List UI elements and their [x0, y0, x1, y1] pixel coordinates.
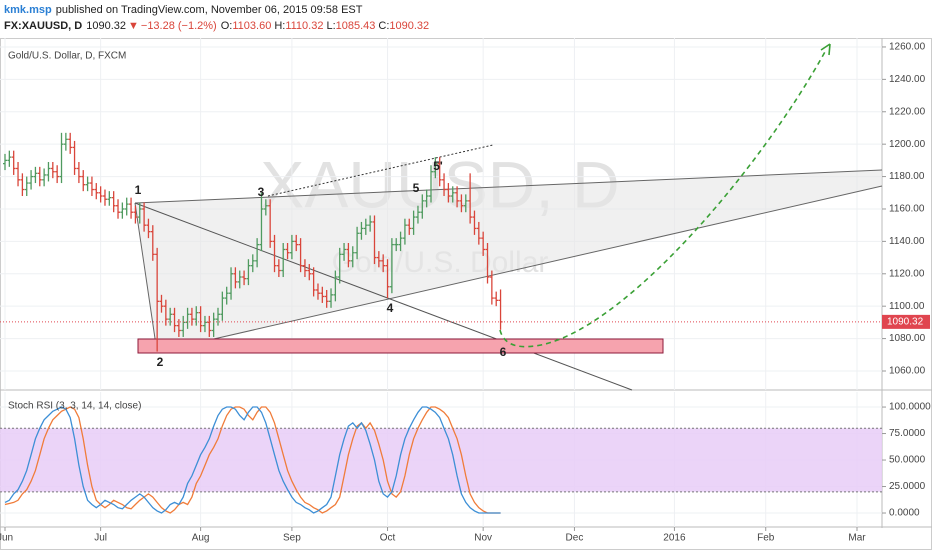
y-tick-label: 1120.00 [889, 268, 925, 279]
y-tick-label: 1200.00 [889, 139, 926, 150]
rsi-line [4, 406, 501, 514]
wave-label: 5 [413, 181, 420, 195]
pane-title: Stoch RSI (3, 3, 14, 14, close) [8, 401, 141, 412]
dotted-trendline [267, 144, 494, 197]
close: 1090.32 [389, 20, 429, 32]
y-tick-label: 1080.00 [889, 333, 926, 344]
x-tick-label: 2016 [663, 533, 686, 544]
change: −13.28 (−1.2%) [141, 20, 217, 32]
pane-title: Gold/U.S. Dollar, D, FXCM [8, 51, 126, 62]
wave-label: 1 [135, 183, 142, 197]
high-label: H: [274, 20, 285, 32]
stoch-rsi [0, 406, 882, 514]
drawings [134, 43, 883, 391]
open-label: O: [221, 20, 233, 32]
wave-label: 4 [387, 301, 394, 315]
x-tick-label: Dec [566, 533, 584, 544]
x-tick-label: Mar [848, 533, 866, 544]
wave-label: 6 [500, 345, 507, 359]
published: published on TradingView.com, November 0… [56, 4, 363, 16]
y-tick-label: 100.0000 [889, 402, 931, 413]
y-tick-label: 1100.00 [889, 301, 925, 312]
y-tick-label: 25.0000 [889, 481, 926, 492]
y-tick-label: 1160.00 [889, 204, 925, 215]
projection-arrow [820, 43, 831, 56]
band-fill [0, 428, 882, 492]
header-line-2: FX:XAUUSD, D 1090.32 ▼ −13.28 (−1.2%) O:1103… [4, 20, 429, 32]
last: 1090.32 [86, 20, 126, 32]
bars: 1090.32 [0, 132, 930, 352]
y-tick-label: 75.0000 [889, 428, 926, 439]
header-line-1: kmk.msp published on TradingView.com, Nov… [4, 4, 363, 16]
triangle-fill [135, 170, 882, 352]
last-price-label: 1090.32 [887, 317, 924, 328]
last-price-box [882, 314, 930, 329]
close-label: C: [378, 20, 389, 32]
y-tick-label: 1140.00 [889, 236, 925, 247]
x-tick-label: Sep [283, 533, 301, 544]
y-tick-label: 1180.00 [889, 171, 925, 182]
trendline [134, 202, 633, 391]
x-tick-label: Oct [380, 533, 396, 544]
trendline [156, 185, 883, 353]
x-tick-label: Feb [757, 533, 775, 544]
y-tick-label: 1240.00 [889, 74, 926, 85]
wave-label: 3 [258, 185, 265, 199]
y-tick-label: 1060.00 [889, 366, 926, 377]
arrow: ▼ [128, 20, 139, 32]
y-tick-label: 0.0000 [889, 508, 920, 519]
low: 1085.43 [336, 20, 376, 32]
trendline [134, 169, 883, 204]
x-tick-label: Aug [192, 533, 210, 544]
y-tick-label: 50.0000 [889, 455, 926, 466]
support-zone [137, 338, 664, 354]
trendline [134, 202, 158, 353]
wave-label: 5' [433, 159, 443, 173]
projection [499, 49, 827, 348]
wave-label: 2 [157, 355, 164, 369]
symbol: FX:XAUUSD, D [4, 20, 82, 32]
y-tick-label: 1260.00 [889, 42, 926, 53]
annotations: 1 2 3 4 5 5' 6 [135, 159, 507, 369]
x-tick-label: Jun [0, 533, 13, 544]
y-tick-label: 1220.00 [889, 106, 926, 117]
x-tick-label: Jul [94, 533, 107, 544]
high: 1110.32 [285, 20, 323, 32]
rsi-line [4, 406, 501, 514]
author[interactable]: kmk.msp [4, 4, 52, 16]
open: 1103.60 [232, 20, 271, 32]
x-tick-label: Nov [474, 533, 492, 544]
low-label: L: [326, 20, 335, 32]
